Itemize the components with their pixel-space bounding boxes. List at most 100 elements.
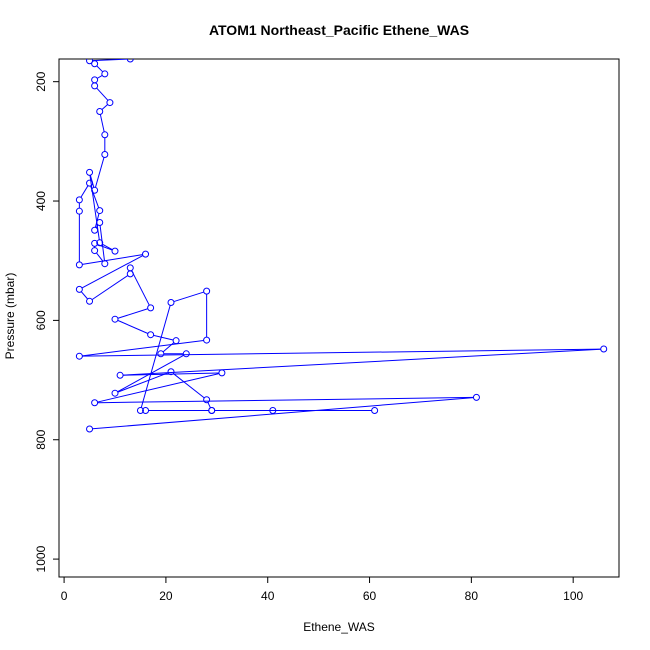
y-axis-label: Pressure (mbar) [3, 273, 17, 360]
data-point [75, 261, 83, 269]
data-point [91, 226, 99, 234]
data-point [91, 399, 99, 407]
data-point [101, 260, 109, 268]
y-tick-label: 400 [34, 191, 48, 211]
data-point [142, 250, 150, 258]
data-point [167, 298, 175, 306]
series-line-segment [97, 396, 474, 404]
series-line-segment [80, 185, 89, 198]
data-point [218, 369, 226, 377]
series-line-segment [99, 114, 105, 132]
series-line-segment [101, 104, 108, 110]
data-point [75, 207, 83, 215]
data-point [203, 396, 211, 404]
data-point [371, 407, 379, 414]
series-line-segment [92, 59, 128, 62]
series-line-segment [117, 354, 184, 393]
series-line-segment [123, 372, 219, 376]
x-axis: 0 20 40 60 80 100 [61, 576, 584, 603]
data-point [269, 407, 277, 414]
data-point [96, 207, 104, 215]
data-point [111, 389, 119, 397]
data-point [106, 99, 114, 107]
series-line-segment [97, 373, 220, 403]
series-line-segment [162, 342, 175, 353]
x-axis-label: Ethene_WAS [303, 620, 375, 634]
series-line-segment [153, 334, 174, 341]
data-point [101, 70, 109, 78]
data-point [101, 131, 109, 139]
x-tick-label: 20 [159, 589, 173, 603]
data-point [86, 297, 94, 305]
data-point [157, 350, 165, 358]
data-point [101, 150, 109, 158]
data-point [111, 315, 119, 323]
data-point [167, 368, 175, 376]
y-tick-label: 800 [34, 429, 48, 449]
plot-area [75, 59, 608, 433]
series-line-segment [80, 291, 88, 300]
series-line-segment [96, 75, 103, 79]
series-line-segment [117, 308, 148, 319]
data-point [91, 60, 99, 68]
data-point [147, 331, 155, 339]
data-point [86, 179, 94, 187]
series-line-segment [140, 305, 171, 408]
series-line-segment [117, 372, 169, 393]
data-point [91, 247, 99, 255]
chart-title: ATOM1 Northeast_Pacific Ethene_WAS [209, 22, 469, 38]
series-line-segment [92, 397, 474, 430]
data-point [147, 304, 155, 312]
series-line-segment [91, 275, 129, 301]
series-line-segment [82, 339, 204, 357]
series-line-segment [173, 373, 205, 399]
series-line-segment [82, 348, 601, 357]
data-point [203, 336, 211, 344]
data-point [96, 239, 104, 247]
data-point [126, 264, 134, 272]
series-line-segment [117, 319, 149, 334]
series-line-segment [96, 252, 104, 262]
series-line-segment [81, 255, 144, 289]
data-point [136, 407, 144, 414]
series-line-segment [96, 87, 109, 101]
series-line-segment [96, 65, 104, 73]
data-point [86, 425, 94, 433]
y-tick-label: 1000 [34, 545, 48, 572]
data-point [75, 196, 83, 204]
data-point [91, 186, 99, 194]
series-line-segment [94, 157, 105, 188]
data-point [96, 219, 104, 227]
data-point [208, 407, 216, 414]
plot-frame [58, 58, 620, 578]
data-point [111, 247, 119, 255]
data-point [91, 239, 99, 247]
data-point [472, 393, 480, 401]
data-point [91, 76, 99, 84]
y-axis: 200 400 600 800 1000 [34, 71, 60, 572]
data-point [126, 59, 134, 63]
data-point [91, 82, 99, 90]
data-point [203, 287, 211, 295]
x-tick-label: 60 [363, 589, 377, 603]
x-tick-label: 40 [261, 589, 275, 603]
x-tick-label: 0 [61, 589, 68, 603]
data-point [126, 270, 134, 278]
series-line-segment [173, 291, 204, 303]
series-line-segment [131, 270, 150, 306]
series-line-segment [82, 254, 143, 265]
data-point [172, 337, 180, 345]
data-point [86, 168, 94, 176]
data-point [600, 345, 608, 353]
data-point [182, 350, 190, 358]
data-point [96, 108, 104, 116]
data-point [75, 285, 83, 293]
data-point [86, 59, 94, 65]
y-tick-label: 600 [34, 310, 48, 330]
series-line-segment [123, 348, 601, 376]
y-tick-label: 200 [34, 71, 48, 91]
data-point [142, 407, 150, 414]
data-point [75, 352, 83, 360]
